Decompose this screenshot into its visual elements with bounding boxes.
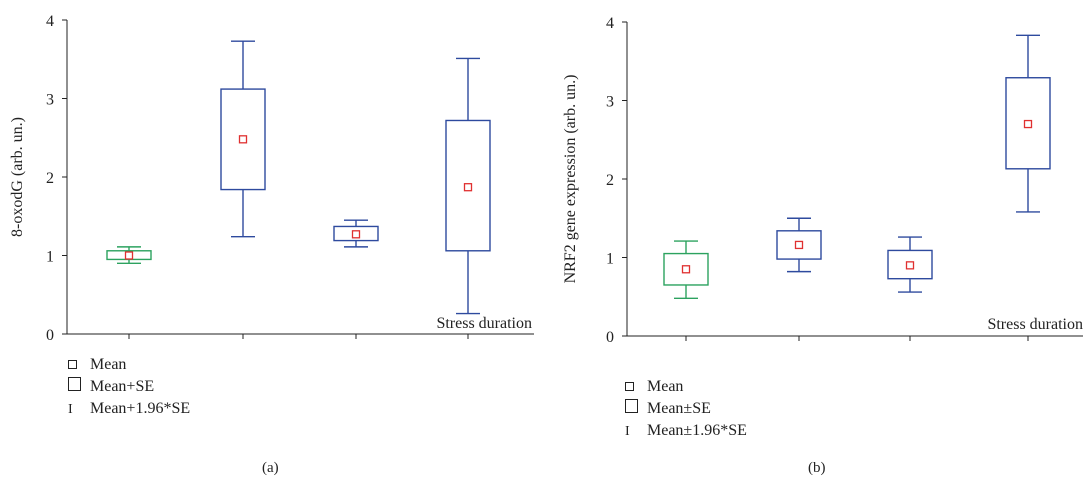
y-tick-label: 0: [46, 327, 54, 344]
y-tick-label: 2: [606, 172, 614, 189]
x-tick-label: Control: [105, 349, 154, 350]
legend-item-ci: I Mean±1.96*SE: [625, 420, 747, 442]
y-tick-label: 3: [606, 94, 614, 111]
whisker-icon: I: [68, 402, 73, 417]
x-tick-label: 11 days: [444, 349, 493, 350]
mean-marker: [905, 261, 915, 270]
y-tick-label: 4: [46, 13, 54, 30]
y-tick-label: 3: [46, 92, 54, 109]
mean-marker-icon: [68, 360, 77, 369]
x-axis-label: Stress duration: [436, 315, 532, 332]
y-axis-label: NRF2 gene expression (arb. un.): [562, 75, 579, 284]
panel-caption: (b): [808, 460, 826, 476]
legend-item-mean: Mean: [68, 354, 190, 376]
y-tick-label: 1: [46, 249, 54, 266]
panel-caption: (a): [262, 460, 279, 476]
mean-marker: [794, 240, 804, 250]
panel-b: 01234Control2 hours2 days11 daysNRF2 gen…: [545, 0, 1085, 491]
legend-label: Mean±SE: [647, 400, 711, 417]
mean-marker: [463, 183, 473, 192]
legend-label: Mean: [647, 378, 684, 395]
y-tick-label: 1: [606, 251, 614, 268]
mean-marker: [124, 251, 134, 260]
mean-marker: [351, 230, 361, 239]
box-icon: [68, 377, 81, 391]
box-se: [333, 225, 379, 242]
panel-a: 0 1 2 3 4 Control 2 hours 2 days 11 days 8-oxodG …: [0, 0, 540, 491]
y-tick-label: 2: [46, 170, 54, 187]
mean-marker: [238, 135, 248, 144]
x-tick-label: 2 days: [335, 349, 376, 350]
legend-label: Mean+SE: [90, 378, 155, 395]
mean-marker: [1023, 119, 1033, 129]
y-tick-label: 4: [606, 15, 614, 32]
chart-b: 01234Control2 hours2 days11 daysNRF2 gen…: [562, 15, 1083, 368]
x-axis-label: Stress duration: [987, 316, 1083, 333]
legend-label: Mean+1.96*SE: [90, 400, 191, 417]
box-se: [1005, 77, 1051, 170]
mean-marker: [681, 265, 691, 274]
box-icon: [625, 399, 638, 413]
whisker-icon: I: [625, 424, 630, 439]
box-se: [776, 230, 822, 260]
box-se: [220, 88, 266, 191]
y-axis-label: 8-oxodG (arb. un.): [9, 117, 26, 237]
mean-marker-icon: [625, 382, 634, 391]
x-tick-label: 2 hours: [219, 349, 267, 350]
legend-item-mean: Mean: [625, 376, 747, 398]
legend-item-se: Mean±SE: [625, 398, 747, 420]
legend-item-ci: I Mean+1.96*SE: [68, 398, 190, 420]
legend-item-se: Mean+SE: [68, 376, 190, 398]
legend-label: Mean: [90, 356, 127, 373]
chart-a: 0 1 2 3 4 Control 2 hours 2 days 11 days 8-oxodG …: [9, 13, 534, 366]
legend-b: Mean Mean±SE I Mean±1.96*SE: [625, 376, 747, 442]
box-se: [887, 249, 933, 280]
legend-a: Mean Mean+SE I Mean+1.96*SE: [68, 354, 190, 420]
box-se: [445, 119, 491, 252]
box-se: [663, 252, 709, 286]
y-tick-label: 0: [606, 329, 614, 346]
legend-label: Mean±1.96*SE: [647, 422, 747, 439]
